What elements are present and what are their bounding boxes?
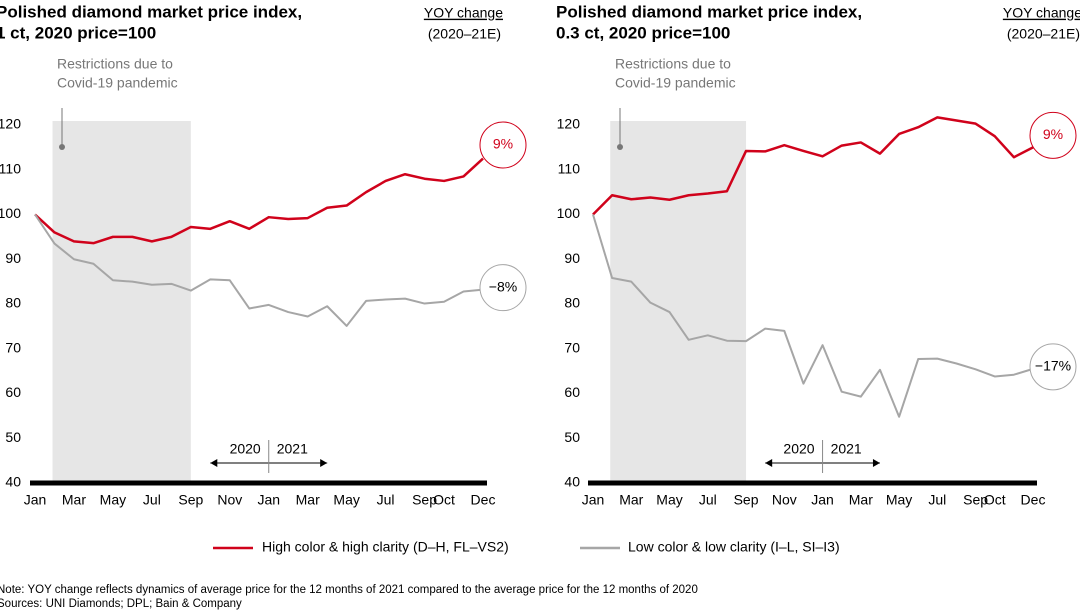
yoy-label: −8%	[489, 278, 517, 294]
year-label: 2020	[230, 441, 261, 457]
y-tick-label: 120	[557, 116, 581, 132]
y-tick-label: 50	[5, 429, 21, 445]
series-line	[34, 213, 484, 327]
annotation-dot	[59, 144, 65, 150]
x-tick-label: Mar	[849, 492, 873, 508]
x-tick-label: Nov	[217, 492, 242, 508]
yoy-header: YOY change	[1003, 5, 1080, 21]
y-tick-label: 110	[0, 160, 21, 176]
yoy-header: YOY change	[424, 5, 503, 21]
x-tick-label: Oct	[433, 492, 455, 508]
x-tick-label: Jul	[699, 492, 717, 508]
yoy-label: 9%	[1043, 126, 1063, 142]
yoy-circle	[1029, 111, 1077, 159]
x-tick-label: Jan	[582, 492, 605, 508]
x-tick-label: Mar	[62, 492, 86, 508]
yoy-circle	[479, 121, 527, 169]
yoy-period: (2020–21E)	[428, 26, 501, 42]
y-tick-label: 100	[557, 205, 581, 221]
year-label: 2021	[831, 441, 862, 457]
y-tick-label: 70	[564, 339, 580, 355]
x-tick-label: Jan	[811, 492, 834, 508]
legend-label: High color & high clarity (D–H, FL–VS2)	[262, 539, 509, 555]
annotation: Covid-19 pandemic	[57, 75, 178, 91]
x-tick-label: Sep	[178, 492, 203, 508]
year-label: 2021	[277, 441, 308, 457]
sources: Sources: UNI Diamonds; DPL; Bain & Compa…	[0, 598, 242, 610]
y-tick-label: 40	[564, 474, 580, 490]
annotation: Restrictions due to	[57, 56, 173, 72]
y-tick-label: 60	[564, 384, 580, 400]
y-tick-label: 50	[564, 429, 580, 445]
series-line	[592, 116, 1034, 216]
x-tick-label: Jan	[24, 492, 47, 508]
x-tick-label: Mar	[619, 492, 643, 508]
yoy-label: 9%	[493, 136, 513, 152]
y-tick-label: 80	[564, 295, 580, 311]
legend-label: Low color & low clarity (I–L, SI–I3)	[628, 539, 840, 555]
x-tick-label: May	[656, 492, 682, 508]
x-tick-label: May	[886, 492, 912, 508]
chart-title: Polished diamond market price index,	[0, 2, 302, 21]
x-tick-label: Mar	[296, 492, 320, 508]
y-tick-label: 90	[5, 250, 21, 266]
chart-title: Polished diamond market price index,	[556, 2, 862, 21]
x-tick-label: Sep	[963, 492, 988, 508]
y-tick-label: 70	[5, 339, 21, 355]
yoy-label: −17%	[1035, 358, 1071, 374]
y-tick-label: 120	[0, 116, 21, 132]
chart-title: 1 ct, 2020 price=100	[0, 23, 156, 42]
x-tick-label: Jan	[257, 492, 280, 508]
x-tick-label: Sep	[412, 492, 437, 508]
x-tick-label: Dec	[1021, 492, 1046, 508]
year-label: 2020	[783, 441, 814, 457]
yoy-circle	[1029, 343, 1077, 391]
note: Note: YOY change reflects dynamics of av…	[0, 584, 698, 596]
x-tick-label: Jul	[377, 492, 395, 508]
y-tick-label: 110	[558, 160, 581, 176]
x-tick-label: Sep	[734, 492, 759, 508]
y-tick-label: 40	[5, 474, 21, 490]
x-tick-label: Oct	[984, 492, 1006, 508]
x-tick-label: May	[100, 492, 126, 508]
y-tick-label: 60	[5, 384, 21, 400]
x-tick-label: Jul	[143, 492, 161, 508]
x-tick-label: May	[333, 492, 359, 508]
restriction-shade	[610, 121, 747, 483]
series-line	[34, 157, 484, 245]
series-line	[592, 214, 1034, 418]
yoy-period: (2020–21E)	[1007, 26, 1080, 42]
y-tick-label: 100	[0, 205, 21, 221]
chart-title: 0.3 ct, 2020 price=100	[556, 23, 730, 42]
y-tick-label: 80	[5, 295, 21, 311]
y-tick-label: 90	[564, 250, 580, 266]
annotation: Covid-19 pandemic	[615, 75, 736, 91]
yoy-circle	[479, 264, 527, 312]
x-tick-label: Nov	[772, 492, 797, 508]
restriction-shade	[52, 121, 191, 483]
x-tick-label: Dec	[471, 492, 496, 508]
x-tick-label: Jul	[928, 492, 946, 508]
annotation: Restrictions due to	[615, 56, 731, 72]
annotation-dot	[617, 144, 623, 150]
